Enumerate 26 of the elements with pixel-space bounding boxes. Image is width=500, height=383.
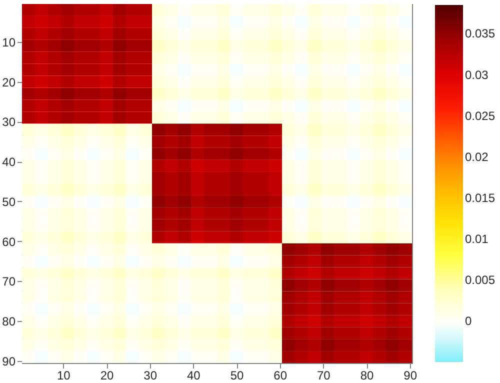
x-tick-label: 10 — [56, 368, 71, 382]
color-bar-label: 0.02 — [465, 150, 489, 164]
color-bar-label: 0.015 — [465, 190, 496, 205]
y-tick-label: 40 — [2, 155, 16, 170]
color-bar-label: 0.03 — [465, 68, 489, 82]
y-tick-label: 10 — [2, 35, 16, 50]
x-tick-label: 60 — [274, 368, 288, 382]
y-tick-label: 50 — [2, 194, 16, 209]
color-bar-label: 0.01 — [465, 232, 489, 246]
color-bar-label: 0.025 — [465, 108, 496, 123]
y-tick-label: 20 — [2, 75, 16, 90]
y-tick-label: 30 — [2, 115, 16, 130]
x-tick-label: 70 — [316, 368, 331, 382]
x-tick-label: 80 — [360, 368, 374, 382]
x-tick-label: 50 — [230, 368, 244, 382]
color-bar-label: 0.005 — [465, 272, 496, 287]
y-tick-label: 60 — [2, 234, 16, 249]
y-tick-label: 70 — [2, 274, 16, 289]
x-tick-label: 40 — [186, 368, 201, 382]
x-tick-label: 30 — [144, 368, 158, 382]
color-bar-label: 0.035 — [465, 26, 496, 41]
y-tick-label: 80 — [2, 314, 16, 329]
color-bar-label: 0 — [465, 314, 472, 328]
x-tick-label: 90 — [404, 368, 418, 382]
y-tick-label: 90 — [2, 354, 16, 369]
x-tick-label: 20 — [100, 368, 114, 382]
